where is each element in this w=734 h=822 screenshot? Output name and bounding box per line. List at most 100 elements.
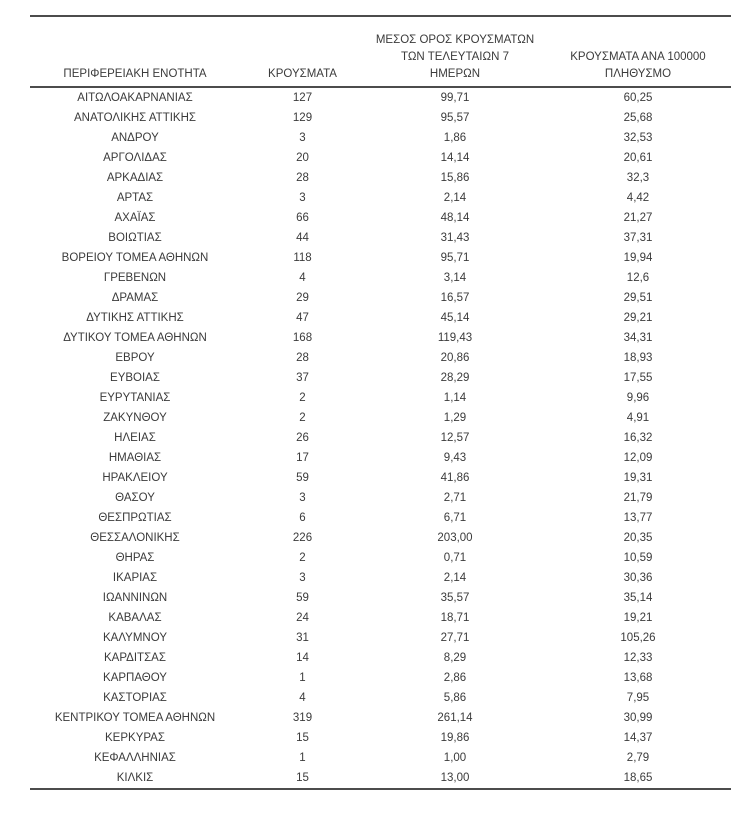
- table-row: ΑΡΓΟΛΙΔΑΣ 20 14,14 20,61: [30, 148, 731, 168]
- cell-name: ΘΗΡΑΣ: [115, 552, 155, 564]
- cell-avg7: 3,14: [443, 272, 467, 284]
- table-row: ΚΕΦΑΛΛΗΝΙΑΣ 1 1,00 2,79: [30, 748, 731, 768]
- table-row: ΚΑΡΠΑΘΟΥ 1 2,86 13,68: [30, 668, 731, 688]
- cell-name: ΙΚΑΡΙΑΣ: [112, 572, 158, 584]
- cell-name: ΚΙΛΚΙΣ: [116, 772, 154, 784]
- table-row: ΙΩΑΝΝΙΝΩΝ 59 35,57 35,14: [30, 588, 731, 608]
- cell-name: ΑΝΔΡΟΥ: [111, 132, 159, 144]
- cell-cases: 47: [296, 312, 309, 324]
- cell-per100k: 7,95: [626, 692, 650, 704]
- table-row: ΗΡΑΚΛΕΙΟΥ 59 41,86 19,31: [30, 468, 731, 488]
- cell-cases: 59: [296, 592, 309, 604]
- table-row: ΚΙΛΚΙΣ 15 13,00 18,65: [30, 768, 731, 788]
- cell-per100k: 37,31: [623, 232, 653, 244]
- cell-cases: 15: [296, 772, 309, 784]
- cell-per100k: 13,77: [623, 512, 653, 524]
- cell-cases: 37: [296, 372, 309, 384]
- cell-avg7: 6,71: [443, 512, 467, 524]
- cell-per100k: 17,55: [623, 372, 653, 384]
- table-header-row: ΠΕΡΙΦΕΡΕΙΑΚΗ ΕΝΟΤΗΤΑ ΚΡΟΥΣΜΑΤΑ ΜΕΣΟΣ ΟΡΟ…: [30, 17, 731, 88]
- cell-cases: 168: [292, 332, 313, 344]
- table-row: ΚΑΒΑΛΑΣ 24 18,71 19,21: [30, 608, 731, 628]
- cell-cases: 59: [296, 472, 309, 484]
- cell-name: ΚΑΡΠΑΘΟΥ: [103, 672, 167, 684]
- cell-avg7: 8,29: [443, 652, 467, 664]
- table-row: ΚΑΛΥΜΝΟΥ 31 27,71 105,26: [30, 628, 731, 648]
- cell-name: ΑΧΑΪΑΣ: [114, 212, 156, 224]
- cell-avg7: 1,00: [443, 752, 467, 764]
- table-row: ΚΕΝΤΡΙΚΟΥ ΤΟΜΕΑ ΑΘΗΝΩΝ 319 261,14 30,99: [30, 708, 731, 728]
- cell-per100k: 18,65: [623, 772, 653, 784]
- cell-avg7: 20,86: [440, 352, 470, 364]
- cell-per100k: 4,42: [626, 192, 650, 204]
- cell-name: ΚΑΛΥΜΝΟΥ: [103, 632, 167, 644]
- cell-cases: 3: [299, 192, 306, 204]
- table-row: ΑΡΤΑΣ 3 2,14 4,42: [30, 188, 731, 208]
- cell-name: ΙΩΑΝΝΙΝΩΝ: [102, 592, 168, 604]
- cell-per100k: 12,09: [623, 452, 653, 464]
- table-row: ΔΡΑΜΑΣ 29 16,57 29,51: [30, 288, 731, 308]
- cell-cases: 31: [296, 632, 309, 644]
- cases-table: ΠΕΡΙΦΕΡΕΙΑΚΗ ΕΝΟΤΗΤΑ ΚΡΟΥΣΜΑΤΑ ΜΕΣΟΣ ΟΡΟ…: [30, 15, 731, 790]
- cell-avg7: 99,71: [440, 92, 470, 104]
- cell-cases: 17: [296, 452, 309, 464]
- cell-avg7: 13,00: [440, 772, 470, 784]
- cell-name: ΗΡΑΚΛΕΙΟΥ: [102, 472, 168, 484]
- cell-cases: 4: [299, 272, 306, 284]
- cell-per100k: 20,61: [623, 152, 653, 164]
- cell-cases: 3: [299, 572, 306, 584]
- table-row: ΕΥΡΥΤΑΝΙΑΣ 2 1,14 9,96: [30, 388, 731, 408]
- cell-name: ΚΑΡΔΙΤΣΑΣ: [104, 652, 166, 664]
- cell-name: ΕΥΒΟΙΑΣ: [110, 372, 160, 384]
- cell-cases: 29: [296, 292, 309, 304]
- cell-avg7: 18,71: [440, 612, 470, 624]
- cell-per100k: 105,26: [620, 632, 656, 644]
- table-top-rule: [30, 15, 731, 17]
- cell-per100k: 4,91: [626, 412, 650, 424]
- cell-per100k: 25,68: [623, 112, 653, 124]
- cell-cases: 1: [299, 672, 306, 684]
- cell-avg7: 5,86: [443, 692, 467, 704]
- cell-cases: 20: [296, 152, 309, 164]
- table-row: ΒΟΙΩΤΙΑΣ 44 31,43 37,31: [30, 228, 731, 248]
- cell-name: ΕΒΡΟΥ: [115, 352, 155, 364]
- cell-per100k: 16,32: [623, 432, 653, 444]
- cell-per100k: 9,96: [626, 392, 650, 404]
- table-row: ΘΕΣΣΑΛΟΝΙΚΗΣ 226 203,00 20,35: [30, 528, 731, 548]
- table-row: ΘΕΣΠΡΩΤΙΑΣ 6 6,71 13,77: [30, 508, 731, 528]
- cell-name: ΘΕΣΠΡΩΤΙΑΣ: [98, 512, 172, 524]
- cell-per100k: 30,99: [623, 712, 653, 724]
- cell-avg7: 31,43: [440, 232, 470, 244]
- table-row: ΑΧΑΪΑΣ 66 48,14 21,27: [30, 208, 731, 228]
- cell-cases: 24: [296, 612, 309, 624]
- cell-per100k: 20,35: [623, 532, 653, 544]
- column-header-avg-7-days: ΜΕΣΟΣ ΟΡΟΣ ΚΡΟΥΣΜΑΤΩΝ ΤΩΝ ΤΕΛΕΥΤΑΙΩΝ 7 Η…: [375, 34, 535, 80]
- cell-per100k: 2,79: [626, 752, 650, 764]
- cell-avg7: 2,86: [443, 672, 467, 684]
- cell-avg7: 45,14: [440, 312, 470, 324]
- cell-name: ΘΑΣΟΥ: [115, 492, 155, 504]
- cell-name: ΑΡΓΟΛΙΔΑΣ: [103, 152, 167, 164]
- cell-cases: 319: [292, 712, 313, 724]
- cell-cases: 3: [299, 132, 306, 144]
- cell-name: ΕΥΡΥΤΑΝΙΑΣ: [99, 392, 171, 404]
- cell-avg7: 2,14: [443, 192, 467, 204]
- cell-per100k: 19,94: [623, 252, 653, 264]
- cell-name: ΚΕΡΚΥΡΑΣ: [105, 732, 165, 744]
- cell-avg7: 15,86: [440, 172, 470, 184]
- table-row: ΘΑΣΟΥ 3 2,71 21,79: [30, 488, 731, 508]
- cell-avg7: 35,57: [440, 592, 470, 604]
- cell-per100k: 29,51: [623, 292, 653, 304]
- table-row: ΑΝΑΤΟΛΙΚΗΣ ΑΤΤΙΚΗΣ 129 95,57 25,68: [30, 108, 731, 128]
- table-row: ΚΑΡΔΙΤΣΑΣ 14 8,29 12,33: [30, 648, 731, 668]
- cell-cases: 1: [299, 752, 306, 764]
- cell-per100k: 19,31: [623, 472, 653, 484]
- cell-name: ΘΕΣΣΑΛΟΝΙΚΗΣ: [90, 532, 180, 544]
- cell-avg7: 119,43: [437, 332, 473, 344]
- table-row: ΒΟΡΕΙΟΥ ΤΟΜΕΑ ΑΘΗΝΩΝ 118 95,71 19,94: [30, 248, 731, 268]
- cell-avg7: 261,14: [437, 712, 473, 724]
- cell-cases: 6: [299, 512, 306, 524]
- cell-name: ΑΙΤΩΛΟΑΚΑΡΝΑΝΙΑΣ: [77, 92, 193, 104]
- table-row: ΗΜΑΘΙΑΣ 17 9,43 12,09: [30, 448, 731, 468]
- table-row: ΑΝΔΡΟΥ 3 1,86 32,53: [30, 128, 731, 148]
